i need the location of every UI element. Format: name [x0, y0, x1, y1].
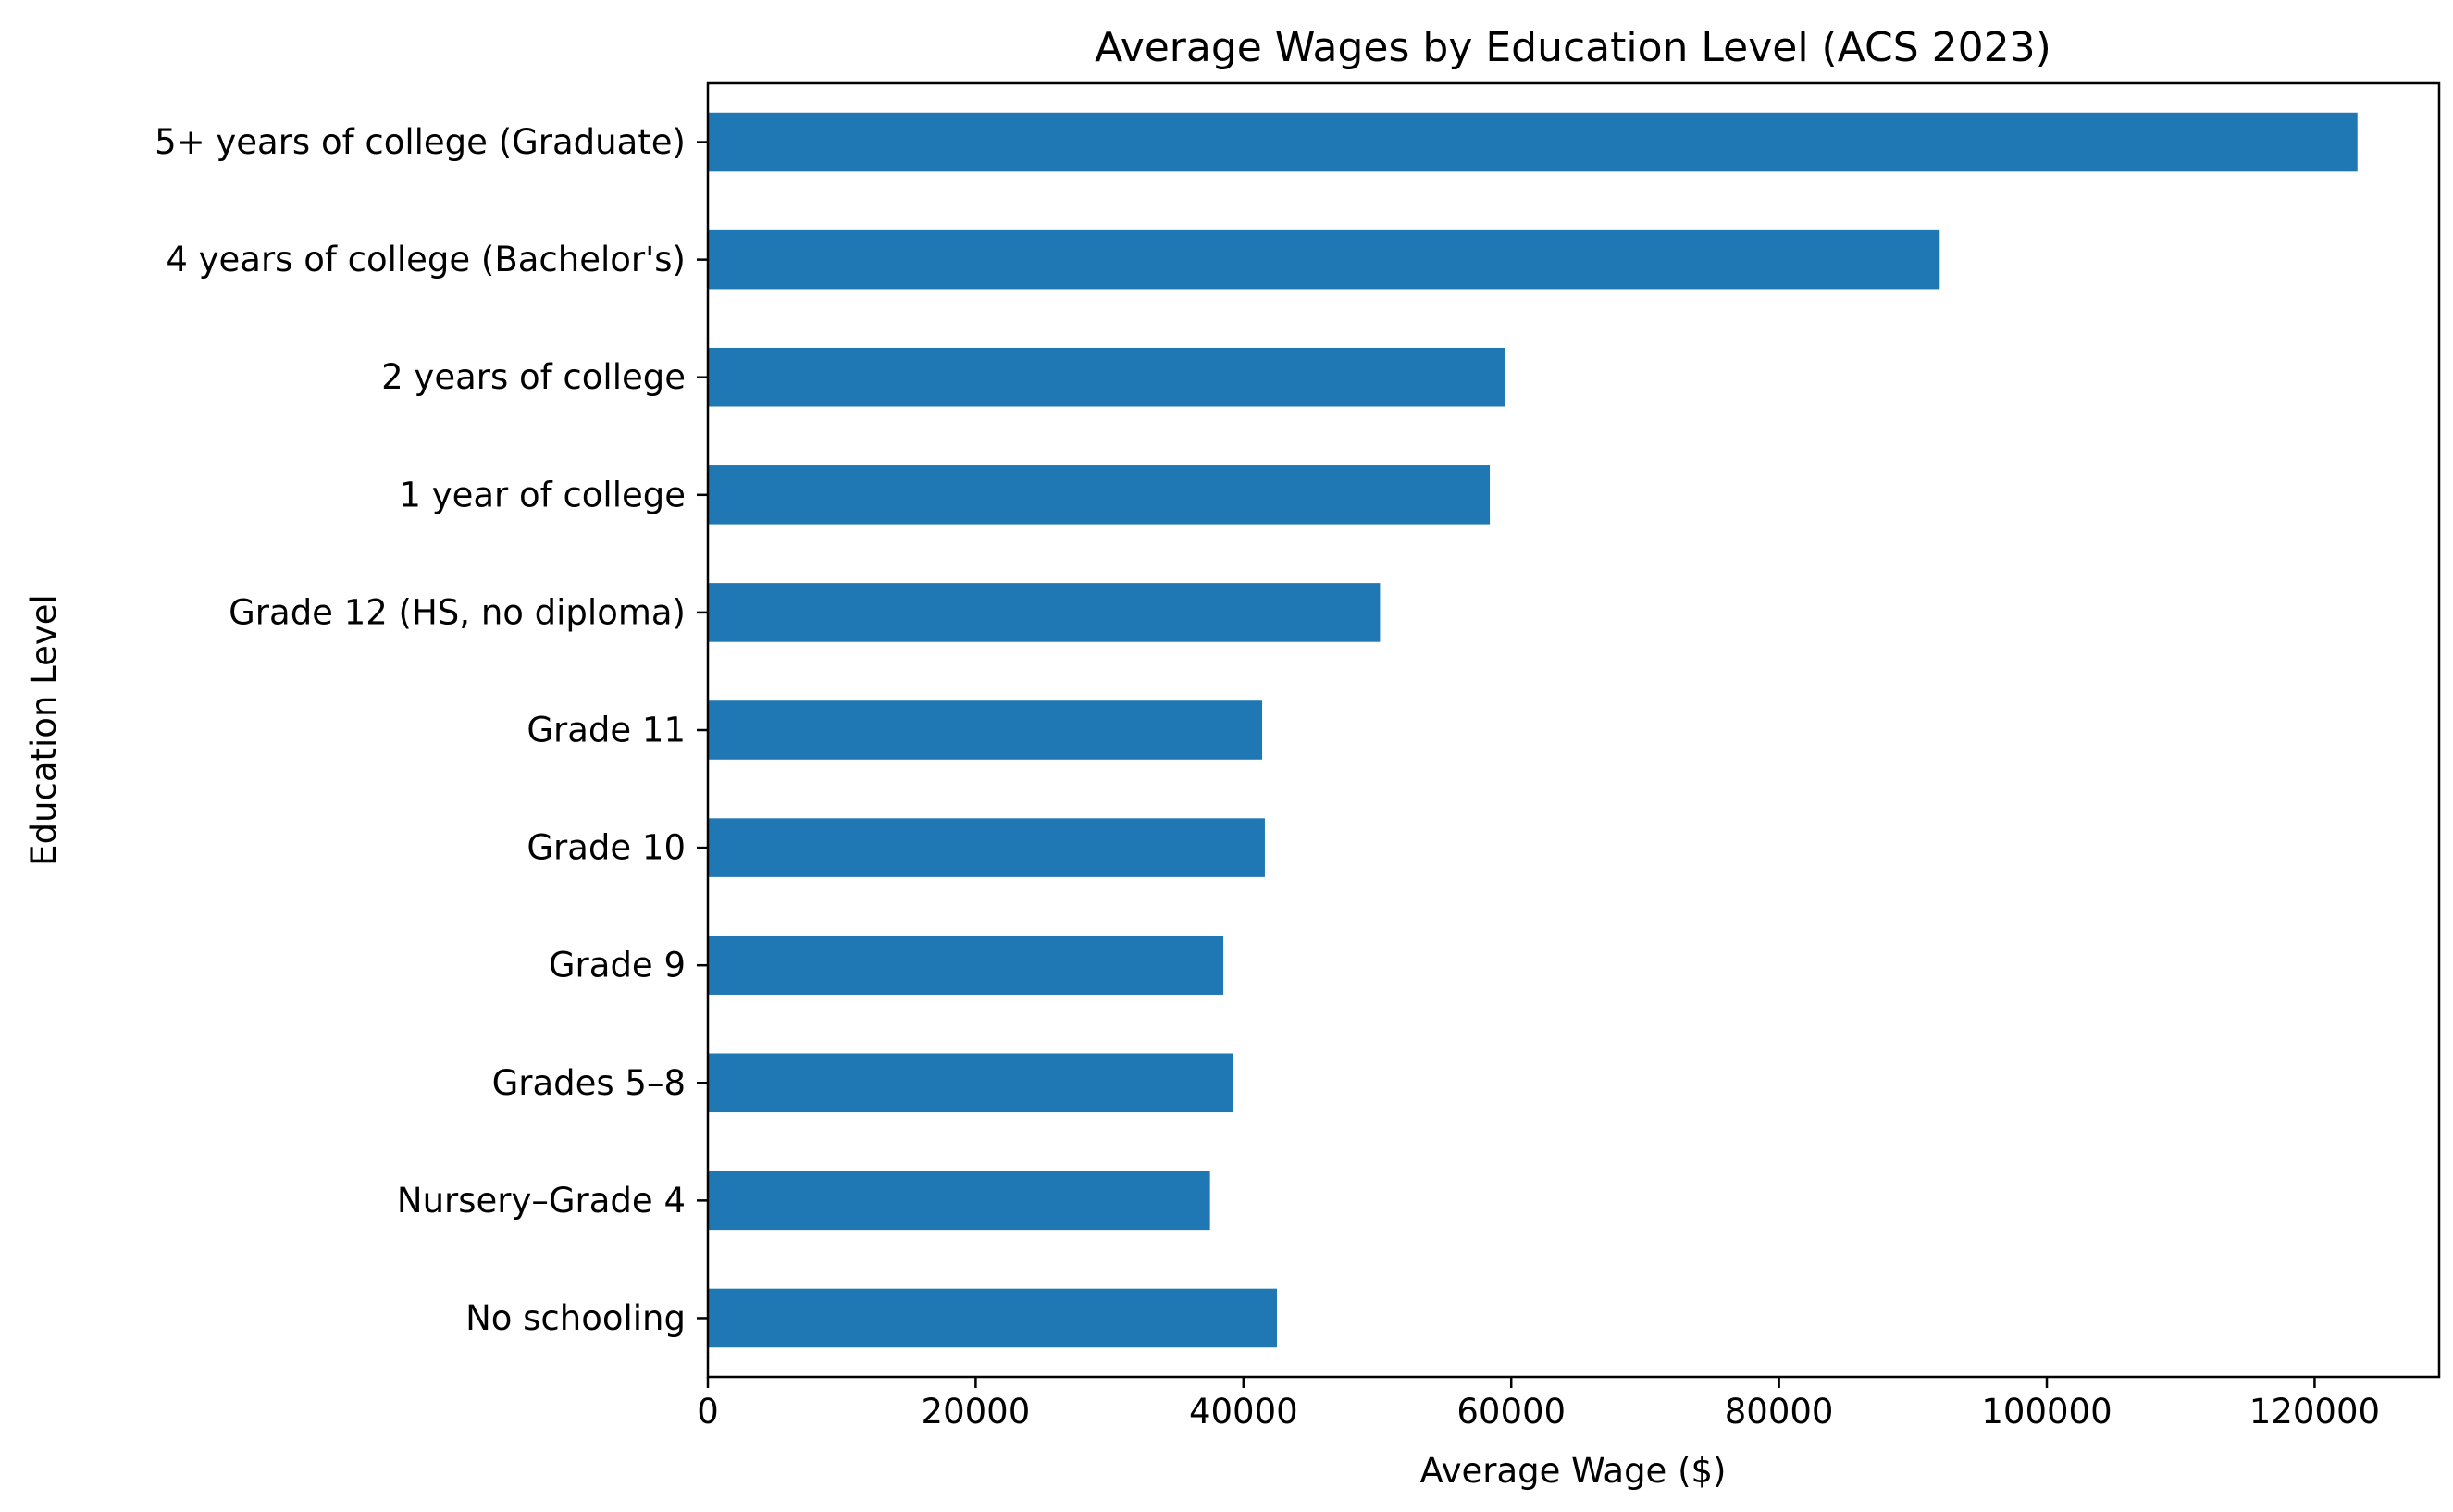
bar-5: [708, 700, 1263, 760]
bar-8: [708, 347, 1505, 407]
y-tick-label: Nursery–Grade 4: [397, 1181, 686, 1221]
x-tick-label: 100000: [1981, 1392, 2112, 1431]
bar-10: [708, 112, 2358, 172]
bar-4: [708, 818, 1265, 877]
bar-3: [708, 936, 1224, 995]
bar-1: [708, 1171, 1210, 1231]
y-tick-label: 5+ years of college (Graduate): [155, 122, 686, 162]
x-axis-title: Average Wage ($): [1419, 1451, 1726, 1491]
y-tick-label: 2 years of college: [381, 357, 686, 397]
x-tick-label: 40000: [1189, 1392, 1298, 1431]
x-tick-label: 80000: [1725, 1392, 1834, 1431]
x-tick-label: 0: [697, 1392, 719, 1431]
bar-9: [708, 229, 1940, 290]
bar-7: [708, 465, 1491, 525]
x-axis: 0 20000 40000 60000 80000 100000 120000: [697, 1377, 2380, 1431]
x-tick-label: 120000: [2249, 1392, 2380, 1431]
bars-layer: [708, 112, 2358, 1348]
x-tick-label: 20000: [922, 1392, 1031, 1431]
y-tick-label: Grade 10: [527, 828, 686, 868]
y-tick-label: Grade 11: [527, 711, 686, 750]
y-tick-label: Grade 9: [549, 946, 686, 985]
bar-0: [708, 1288, 1277, 1348]
y-tick-label: Grades 5–8: [492, 1063, 686, 1103]
chart-title: Average Wages by Education Level (ACS 20…: [1095, 24, 2051, 71]
y-tick-label: 1 year of college: [399, 475, 686, 514]
y-tick-label: Grade 12 (HS, no diploma): [229, 592, 686, 632]
y-tick-label: 4 years of college (Bachelor's): [166, 240, 686, 279]
y-axis-title: Education Level: [24, 594, 64, 866]
x-tick-label: 60000: [1456, 1392, 1566, 1431]
y-tick-label: No schooling: [465, 1298, 686, 1338]
bar-2: [708, 1053, 1233, 1113]
bar-6: [708, 583, 1381, 642]
y-axis: No schooling Nursery–Grade 4 Grades 5–8 Gra…: [155, 122, 708, 1338]
